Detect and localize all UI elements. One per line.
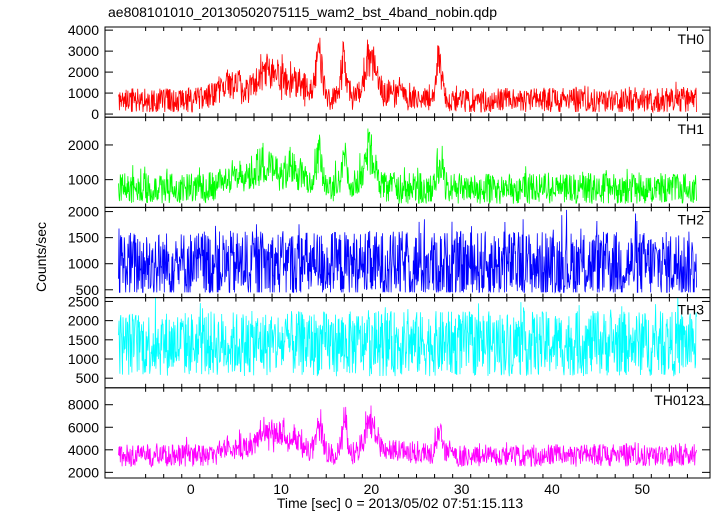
x-tick-label: 20 [364, 481, 380, 497]
y-tick-label: 2000 [68, 204, 99, 220]
y-tick-label: 4000 [68, 22, 99, 38]
y-tick-label: 2000 [68, 137, 99, 153]
y-axis-label: Counts/sec [33, 222, 49, 292]
y-tick-label: 1000 [68, 85, 99, 101]
panel-th0: 0 1000 2000 3000 4000 TH0 [68, 22, 711, 122]
y-tick-label: 8000 [68, 397, 99, 413]
y-tick-label: 2500 [68, 293, 99, 309]
x-tick-label: 0 [187, 481, 195, 497]
panel-th0123: 2000 4000 6000 8000 TH0123 [68, 387, 711, 480]
series-line-th0123 [118, 405, 697, 468]
x-tick-label: 40 [544, 481, 560, 497]
y-tick-label: 0 [91, 106, 99, 122]
y-tick-label: 2000 [68, 313, 99, 329]
x-tick-label: 30 [454, 481, 470, 497]
y-tick-label: 2000 [68, 464, 99, 480]
y-tick-label: 1500 [68, 332, 99, 348]
y-tick-label: 1000 [68, 351, 99, 367]
chart-title: ae808101010_20130502075115_wam2_bst_4ban… [108, 4, 497, 20]
series-line-th3 [118, 297, 697, 377]
panel-label-th3: TH3 [678, 302, 705, 318]
panel-label-th0: TH0 [678, 31, 705, 47]
y-tick-label: 1500 [68, 230, 99, 246]
x-tick-label: 50 [634, 481, 650, 497]
series-line-th0 [118, 37, 697, 114]
y-tick-label: 1000 [68, 256, 99, 272]
panel-label-th1: TH1 [678, 121, 705, 137]
panel-label-th0123: TH0123 [654, 392, 704, 408]
y-tick-label: 1000 [68, 172, 99, 188]
panel-frame [104, 387, 711, 479]
y-tick-label: 500 [76, 282, 100, 298]
panels-group: 01000200030004000TH010002000TH1500100015… [68, 22, 711, 497]
y-tick-label: 4000 [68, 442, 99, 458]
panel-th1: 1000 2000 TH1 [68, 116, 711, 208]
series-line-th1 [118, 128, 697, 204]
series-line-th2 [118, 209, 697, 294]
y-tick-label: 2000 [68, 64, 99, 80]
x-axis-label: Time [sec] 0 = 2013/05/02 07:51:15.113 [277, 495, 524, 511]
y-tick-label: 6000 [68, 419, 99, 435]
x-tick-label: 10 [273, 481, 289, 497]
panel-th3: 500 1000 1500 2000 2500 TH3 [68, 293, 711, 389]
y-tick-label: 500 [76, 370, 100, 386]
panel-th2: 500 1000 1500 2000 TH2 [68, 204, 711, 299]
panel-label-th2: TH2 [678, 211, 705, 227]
y-tick-label: 3000 [68, 43, 99, 59]
